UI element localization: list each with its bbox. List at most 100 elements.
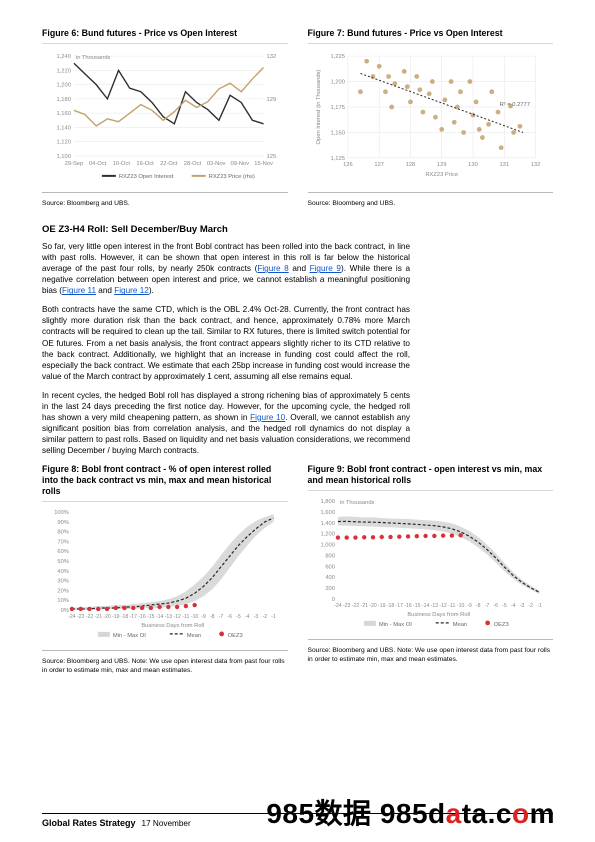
svg-text:-1: -1	[271, 614, 276, 620]
svg-text:-14: -14	[156, 614, 164, 620]
svg-text:-13: -13	[430, 603, 438, 609]
svg-text:20%: 20%	[57, 588, 69, 594]
svg-text:132: 132	[267, 54, 277, 60]
figure-7: Figure 7: Bund futures - Price vs Open I…	[308, 28, 554, 208]
figure-8-title: Figure 8: Bobl front contract - % of ope…	[42, 464, 288, 497]
svg-text:1,220: 1,220	[57, 68, 71, 74]
svg-text:RXZ23 Open Interest: RXZ23 Open Interest	[119, 174, 174, 180]
svg-text:-12: -12	[439, 603, 447, 609]
svg-text:-9: -9	[467, 603, 472, 609]
svg-text:131: 131	[499, 162, 509, 168]
svg-text:1,240: 1,240	[57, 54, 71, 60]
svg-text:400: 400	[325, 575, 335, 581]
footer-date: 17 November	[142, 819, 191, 828]
svg-text:50%: 50%	[57, 559, 69, 565]
svg-text:-23: -23	[77, 614, 85, 620]
svg-text:1,400: 1,400	[320, 521, 334, 527]
svg-text:RXZ23 Price: RXZ23 Price	[425, 172, 458, 178]
svg-text:-9: -9	[201, 614, 206, 620]
svg-text:-4: -4	[510, 603, 515, 609]
figure-9: Figure 9: Bobl front contract - open int…	[308, 464, 554, 675]
figure-6-chart: 1,1001,1201,1401,1601,1801,2001,2201,240…	[42, 48, 288, 188]
divider	[308, 639, 554, 640]
text: 985数据 985d	[266, 798, 445, 829]
svg-text:Business Days from Roll: Business Days from Roll	[141, 623, 204, 629]
link-figure-12[interactable]: Figure 12	[114, 286, 149, 295]
svg-text:-8: -8	[475, 603, 480, 609]
text: and	[289, 264, 310, 273]
divider	[308, 490, 554, 491]
text: m	[530, 798, 555, 829]
svg-text:80%: 80%	[57, 530, 69, 536]
svg-text:10%: 10%	[57, 598, 69, 604]
svg-text:-2: -2	[262, 614, 267, 620]
divider	[308, 43, 554, 44]
svg-text:04-Oct: 04-Oct	[89, 161, 107, 167]
svg-text:1,200: 1,200	[320, 532, 334, 538]
svg-text:R² = 0.2777: R² = 0.2777	[499, 102, 529, 108]
svg-text:-10: -10	[191, 614, 199, 620]
svg-text:-14: -14	[421, 603, 429, 609]
svg-text:200: 200	[325, 586, 335, 592]
svg-text:-21: -21	[360, 603, 368, 609]
section-title: OE Z3-H4 Roll: Sell December/Buy March	[42, 224, 553, 235]
svg-text:-12: -12	[173, 614, 181, 620]
body-paragraph-1: So far, very little open interest in the…	[42, 241, 410, 296]
svg-text:1,200: 1,200	[330, 80, 344, 86]
svg-text:126: 126	[343, 162, 353, 168]
figure-9-chart: 02004006008001,0001,2001,4001,6001,800in…	[308, 495, 554, 635]
text: and	[96, 286, 114, 295]
svg-text:OEZ3: OEZ3	[493, 622, 508, 628]
svg-text:-22: -22	[86, 614, 94, 620]
svg-text:Mean: Mean	[187, 633, 201, 639]
svg-text:129: 129	[267, 97, 277, 103]
svg-text:1,150: 1,150	[330, 130, 344, 136]
watermark: 985数据 985data.com	[266, 792, 555, 832]
svg-text:-19: -19	[378, 603, 386, 609]
svg-text:Min - Max OI: Min - Max OI	[378, 622, 411, 628]
svg-text:1,120: 1,120	[57, 140, 71, 146]
svg-text:-10: -10	[456, 603, 464, 609]
figure-8-chart: 0%10%20%30%40%50%60%70%80%90%100%-24-23-…	[42, 506, 288, 646]
text: o	[512, 798, 530, 829]
svg-text:-6: -6	[227, 614, 232, 620]
svg-text:600: 600	[325, 564, 335, 570]
svg-text:16-Oct: 16-Oct	[136, 161, 154, 167]
svg-text:1,200: 1,200	[57, 83, 71, 89]
svg-text:-4: -4	[245, 614, 250, 620]
svg-text:in Thousands: in Thousands	[339, 500, 374, 506]
svg-text:125: 125	[267, 154, 277, 160]
svg-text:22-Oct: 22-Oct	[160, 161, 178, 167]
svg-text:-3: -3	[254, 614, 259, 620]
link-figure-11[interactable]: Figure 11	[62, 286, 96, 295]
figure-7-source: Source: Bloomberg and UBS.	[308, 199, 554, 208]
figure-7-chart: 1,1251,1501,1751,2001,225126127128129130…	[308, 48, 554, 188]
svg-text:1,175: 1,175	[330, 105, 344, 111]
figure-7-title: Figure 7: Bund futures - Price vs Open I…	[308, 28, 554, 39]
svg-text:-2: -2	[528, 603, 533, 609]
svg-text:-11: -11	[182, 614, 189, 620]
svg-text:800: 800	[325, 554, 335, 560]
svg-text:1,140: 1,140	[57, 125, 71, 131]
svg-text:-21: -21	[94, 614, 102, 620]
text: ta.c	[462, 798, 512, 829]
divider	[308, 192, 554, 193]
svg-text:-24: -24	[68, 614, 76, 620]
link-figure-8[interactable]: Figure 8	[257, 264, 288, 273]
svg-text:15-Nov: 15-Nov	[254, 161, 273, 167]
link-figure-10[interactable]: Figure 10	[250, 413, 285, 422]
svg-text:130: 130	[468, 162, 478, 168]
svg-text:-20: -20	[369, 603, 377, 609]
svg-text:1,000: 1,000	[320, 543, 334, 549]
text: a	[446, 798, 462, 829]
svg-text:-17: -17	[130, 614, 138, 620]
svg-text:70%: 70%	[57, 540, 69, 546]
svg-text:1,800: 1,800	[320, 499, 334, 505]
svg-text:-23: -23	[342, 603, 350, 609]
svg-text:129: 129	[436, 162, 446, 168]
footer-title: Global Rates Strategy	[42, 818, 136, 828]
figure-6-title: Figure 6: Bund futures - Price vs Open I…	[42, 28, 288, 39]
svg-text:1,180: 1,180	[57, 97, 71, 103]
link-figure-9[interactable]: Figure 9	[310, 264, 341, 273]
svg-text:1,600: 1,600	[320, 510, 334, 516]
